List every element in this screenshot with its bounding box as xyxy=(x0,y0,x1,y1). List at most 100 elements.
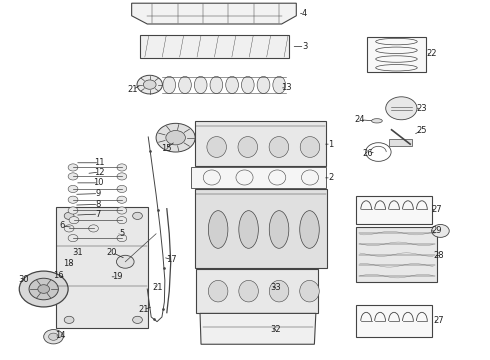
Polygon shape xyxy=(195,121,326,166)
Polygon shape xyxy=(356,227,437,282)
Circle shape xyxy=(386,97,417,120)
Circle shape xyxy=(166,131,185,145)
Circle shape xyxy=(144,80,156,89)
Text: 28: 28 xyxy=(434,251,444,260)
Text: 18: 18 xyxy=(63,259,74,268)
Ellipse shape xyxy=(239,280,258,302)
Circle shape xyxy=(117,173,127,180)
Ellipse shape xyxy=(269,136,289,157)
Polygon shape xyxy=(191,167,326,188)
Text: 7: 7 xyxy=(96,210,101,219)
Circle shape xyxy=(117,234,127,242)
Text: 8: 8 xyxy=(96,200,101,209)
Circle shape xyxy=(156,123,195,152)
Ellipse shape xyxy=(210,76,223,94)
Circle shape xyxy=(117,164,127,171)
Circle shape xyxy=(64,212,74,220)
Ellipse shape xyxy=(207,136,226,157)
Circle shape xyxy=(137,75,162,94)
Ellipse shape xyxy=(208,280,228,302)
Text: 33: 33 xyxy=(270,283,281,292)
Ellipse shape xyxy=(195,76,207,94)
Text: 24: 24 xyxy=(355,115,365,124)
Text: 21: 21 xyxy=(153,283,163,292)
Text: 10: 10 xyxy=(93,178,104,187)
Text: 4: 4 xyxy=(302,9,307,18)
Ellipse shape xyxy=(239,211,258,248)
Text: 27: 27 xyxy=(431,205,442,214)
Ellipse shape xyxy=(371,119,382,123)
Bar xyxy=(367,37,426,72)
Bar xyxy=(356,305,432,337)
Ellipse shape xyxy=(242,76,254,94)
Text: 23: 23 xyxy=(416,104,427,113)
Circle shape xyxy=(68,196,78,203)
Ellipse shape xyxy=(300,280,319,302)
Polygon shape xyxy=(195,189,327,268)
Ellipse shape xyxy=(163,76,175,94)
Ellipse shape xyxy=(300,211,319,248)
Circle shape xyxy=(68,234,78,242)
Ellipse shape xyxy=(270,280,289,302)
Polygon shape xyxy=(200,314,316,344)
Text: 21: 21 xyxy=(138,305,148,314)
Polygon shape xyxy=(196,269,318,313)
Text: 2: 2 xyxy=(328,174,334,183)
Bar xyxy=(389,139,412,145)
Circle shape xyxy=(64,316,74,323)
Text: 21: 21 xyxy=(127,85,138,94)
Circle shape xyxy=(68,173,78,180)
Text: 12: 12 xyxy=(94,168,105,177)
Text: 27: 27 xyxy=(434,316,444,325)
Polygon shape xyxy=(56,207,148,328)
Circle shape xyxy=(117,255,134,268)
Ellipse shape xyxy=(273,76,286,94)
Text: 16: 16 xyxy=(53,270,64,279)
Circle shape xyxy=(68,185,78,193)
Circle shape xyxy=(64,225,74,232)
Circle shape xyxy=(133,316,143,323)
Circle shape xyxy=(29,278,58,300)
Text: 20: 20 xyxy=(107,248,117,257)
Circle shape xyxy=(49,333,58,340)
Circle shape xyxy=(44,329,63,344)
Polygon shape xyxy=(132,3,296,24)
Circle shape xyxy=(89,225,98,232)
Text: 1: 1 xyxy=(328,140,334,149)
Text: 32: 32 xyxy=(270,325,281,334)
Text: 3: 3 xyxy=(302,42,307,51)
Text: 19: 19 xyxy=(112,272,122,281)
Bar xyxy=(356,196,432,224)
Ellipse shape xyxy=(257,76,270,94)
Circle shape xyxy=(68,164,78,171)
Text: 15: 15 xyxy=(161,144,171,153)
Circle shape xyxy=(432,225,449,237)
Text: 9: 9 xyxy=(96,189,101,198)
Circle shape xyxy=(117,207,127,214)
Text: 30: 30 xyxy=(18,275,28,284)
Text: 29: 29 xyxy=(431,226,442,235)
Ellipse shape xyxy=(270,211,289,248)
Circle shape xyxy=(117,217,127,224)
Ellipse shape xyxy=(300,136,320,157)
Circle shape xyxy=(117,196,127,203)
Ellipse shape xyxy=(238,136,258,157)
Ellipse shape xyxy=(226,76,239,94)
Circle shape xyxy=(19,271,68,307)
Text: 13: 13 xyxy=(281,83,292,92)
Circle shape xyxy=(68,207,78,214)
Text: 17: 17 xyxy=(167,255,177,264)
Ellipse shape xyxy=(208,211,228,248)
Text: 25: 25 xyxy=(416,126,427,135)
Polygon shape xyxy=(140,35,289,58)
Circle shape xyxy=(117,185,127,193)
Circle shape xyxy=(38,285,49,293)
Circle shape xyxy=(133,212,143,220)
Text: 11: 11 xyxy=(94,158,105,167)
Text: 5: 5 xyxy=(119,229,124,238)
Ellipse shape xyxy=(179,76,191,94)
Circle shape xyxy=(69,217,79,224)
Text: 31: 31 xyxy=(73,248,83,257)
Text: 22: 22 xyxy=(426,49,437,58)
Text: 14: 14 xyxy=(55,332,66,341)
